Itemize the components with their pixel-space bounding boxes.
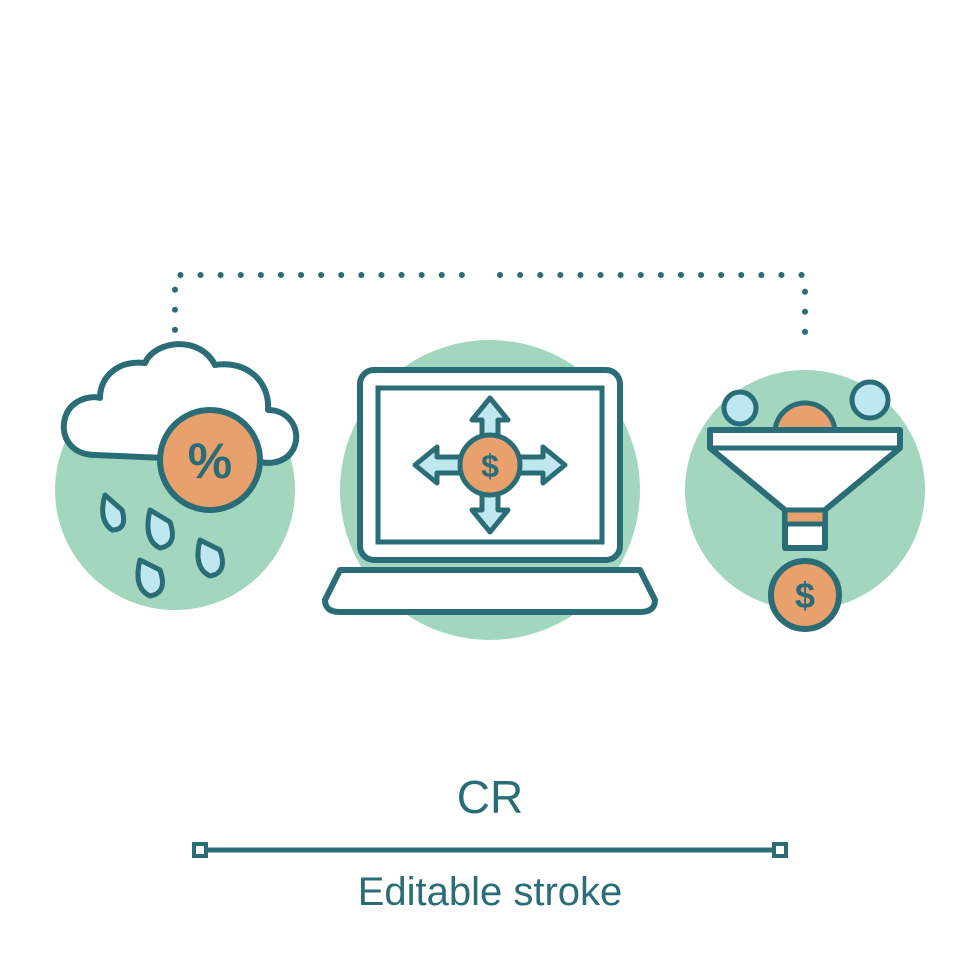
infographic-canvas: % $ $ (0, 0, 980, 980)
dotted-connector-right (500, 275, 805, 350)
laptop-dollar-icon: $ (325, 370, 655, 612)
dotted-connector-left (175, 275, 480, 350)
dollar-symbol-output: $ (795, 575, 815, 616)
dollar-symbol-center: $ (481, 448, 499, 484)
subtitle-label: Editable stroke (0, 870, 980, 915)
percent-symbol: % (188, 433, 232, 489)
divider-line (194, 844, 786, 856)
title-label: CR (0, 770, 980, 824)
